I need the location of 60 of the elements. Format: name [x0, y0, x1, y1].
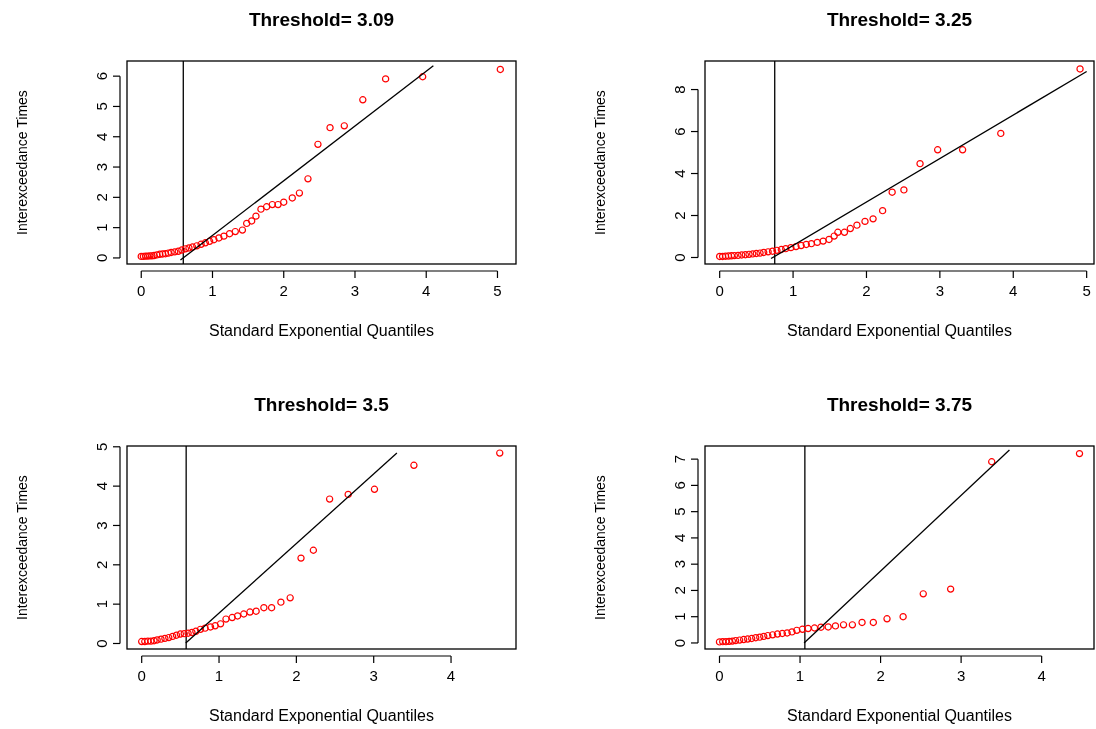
x-tick-label: 5	[493, 282, 502, 299]
chart-title: Threshold= 3.25	[826, 9, 973, 30]
x-tick-label: 0	[715, 667, 724, 684]
x-tick-label: 0	[715, 282, 724, 299]
chart-title: Threshold= 3.09	[248, 9, 395, 30]
y-tick-label: 8	[671, 85, 688, 94]
chart-title: Threshold= 3.75	[826, 394, 973, 415]
x-tick-label: 2	[876, 667, 885, 684]
x-tick-label: 3	[369, 667, 378, 684]
y-axis-title: Interexceedance Times	[14, 475, 30, 620]
x-tick-label: 3	[350, 282, 360, 299]
y-tick-label: 4	[671, 169, 688, 178]
y-axis-title: Interexceedance Times	[592, 475, 608, 620]
x-tick-label: 4	[422, 282, 431, 299]
y-tick-label: 0	[93, 639, 110, 648]
x-tick-label: 0	[137, 282, 146, 299]
y-tick-label: 3	[93, 162, 110, 172]
y-tick-label: 2	[671, 586, 688, 595]
y-tick-label: 1	[93, 599, 110, 609]
y-tick-label: 2	[93, 560, 110, 569]
y-tick-label: 5	[93, 102, 110, 111]
y-tick-label: 6	[93, 71, 110, 81]
y-tick-label: 0	[93, 253, 110, 263]
y-tick-label: 5	[671, 507, 688, 516]
x-tick-label: 4	[1009, 282, 1018, 299]
x-axis-title: Standard Exponential Quantiles	[208, 322, 435, 339]
x-axis-title: Standard Exponential Quantiles	[786, 707, 1013, 724]
y-tick-label: 5	[93, 442, 110, 451]
x-axis-title: Standard Exponential Quantiles	[208, 707, 435, 724]
chart-title: Threshold= 3.5	[254, 394, 390, 415]
x-tick-label: 1	[214, 667, 224, 684]
y-tick-label: 0	[671, 638, 688, 648]
y-tick-label: 4	[671, 533, 688, 543]
y-tick-label: 2	[671, 211, 688, 220]
y-tick-label: 2	[93, 193, 110, 202]
y-axis-title: Interexceedance Times	[592, 90, 608, 235]
y-tick-label: 6	[671, 127, 688, 136]
y-tick-label: 7	[671, 454, 688, 464]
y-tick-label: 1	[93, 223, 110, 232]
y-tick-label: 6	[671, 481, 688, 490]
y-tick-label: 3	[671, 560, 688, 569]
y-axis-title: Interexceedance Times	[14, 90, 30, 235]
y-tick-label: 3	[93, 521, 110, 530]
x-tick-label: 1	[208, 282, 217, 299]
x-tick-label: 4	[446, 667, 456, 684]
y-tick-label: 4	[93, 132, 110, 141]
y-tick-label: 4	[93, 481, 110, 491]
x-tick-label: 3	[956, 667, 966, 684]
x-axis-title: Standard Exponential Quantiles	[786, 322, 1013, 339]
x-tick-label: 0	[137, 667, 146, 684]
y-tick-label: 0	[671, 253, 688, 262]
x-tick-label: 4	[1037, 667, 1046, 684]
x-tick-label: 3	[935, 282, 945, 299]
x-tick-label: 2	[292, 667, 301, 684]
x-tick-label: 2	[862, 282, 871, 299]
x-tick-label: 2	[279, 282, 288, 299]
x-tick-label: 5	[1082, 282, 1091, 299]
x-tick-label: 1	[788, 282, 798, 299]
y-tick-label: 1	[671, 612, 688, 621]
x-tick-label: 1	[795, 667, 805, 684]
